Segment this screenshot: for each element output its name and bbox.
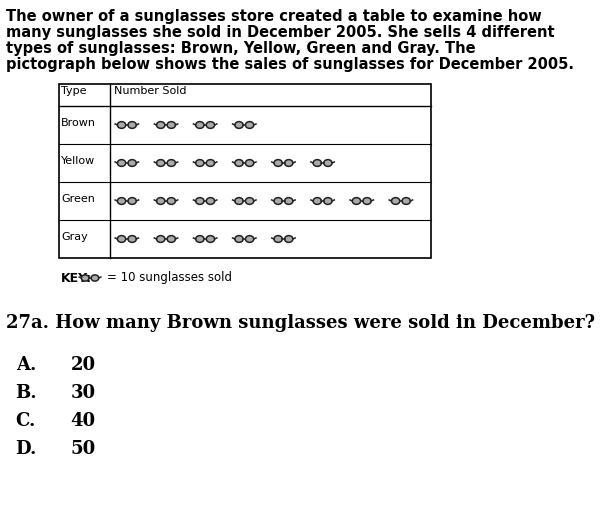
Ellipse shape xyxy=(206,160,215,167)
Ellipse shape xyxy=(284,197,293,205)
Text: = 10 sunglasses sold: = 10 sunglasses sold xyxy=(107,271,232,285)
Text: Brown: Brown xyxy=(61,118,96,128)
Text: 27a. How many Brown sunglasses were sold in December?: 27a. How many Brown sunglasses were sold… xyxy=(6,314,595,332)
Text: 40: 40 xyxy=(70,412,95,430)
Ellipse shape xyxy=(206,122,215,128)
Ellipse shape xyxy=(157,197,165,205)
Ellipse shape xyxy=(245,235,254,243)
Ellipse shape xyxy=(157,122,165,128)
Text: Yellow: Yellow xyxy=(61,156,95,166)
Text: A.: A. xyxy=(16,356,36,374)
Text: 30: 30 xyxy=(70,384,95,402)
Ellipse shape xyxy=(196,197,204,205)
Ellipse shape xyxy=(313,197,322,205)
Ellipse shape xyxy=(274,160,283,167)
Ellipse shape xyxy=(274,235,283,243)
Ellipse shape xyxy=(206,235,215,243)
Ellipse shape xyxy=(402,197,410,205)
Ellipse shape xyxy=(196,160,204,167)
Ellipse shape xyxy=(118,122,126,128)
Text: D.: D. xyxy=(16,440,37,458)
Text: 50: 50 xyxy=(70,440,96,458)
Ellipse shape xyxy=(284,235,293,243)
Text: Number Sold: Number Sold xyxy=(113,86,186,96)
Ellipse shape xyxy=(82,275,89,281)
Ellipse shape xyxy=(118,197,126,205)
Text: KEY:: KEY: xyxy=(61,271,92,285)
Ellipse shape xyxy=(313,160,322,167)
Ellipse shape xyxy=(274,197,283,205)
Ellipse shape xyxy=(324,160,332,167)
Ellipse shape xyxy=(128,235,136,243)
Ellipse shape xyxy=(167,235,175,243)
Ellipse shape xyxy=(245,197,254,205)
Ellipse shape xyxy=(391,197,400,205)
Text: The owner of a sunglasses store created a table to examine how: The owner of a sunglasses store created … xyxy=(6,9,542,24)
Ellipse shape xyxy=(128,160,136,167)
Bar xyxy=(59,84,431,258)
Ellipse shape xyxy=(118,160,126,167)
Text: many sunglasses she sold in December 2005. She sells 4 different: many sunglasses she sold in December 200… xyxy=(6,25,555,40)
Ellipse shape xyxy=(157,160,165,167)
Ellipse shape xyxy=(363,197,371,205)
Ellipse shape xyxy=(235,197,243,205)
Text: Type: Type xyxy=(61,86,86,96)
Text: Gray: Gray xyxy=(61,232,88,242)
Ellipse shape xyxy=(206,197,215,205)
Ellipse shape xyxy=(167,160,175,167)
Ellipse shape xyxy=(324,197,332,205)
Text: B.: B. xyxy=(16,384,37,402)
Ellipse shape xyxy=(235,160,243,167)
Ellipse shape xyxy=(128,197,136,205)
Ellipse shape xyxy=(235,235,243,243)
Ellipse shape xyxy=(196,122,204,128)
Ellipse shape xyxy=(235,122,243,128)
Text: pictograph below shows the sales of sunglasses for December 2005.: pictograph below shows the sales of sung… xyxy=(6,57,574,72)
Ellipse shape xyxy=(167,197,175,205)
Ellipse shape xyxy=(118,235,126,243)
Ellipse shape xyxy=(167,122,175,128)
Text: Green: Green xyxy=(61,194,95,204)
Ellipse shape xyxy=(196,235,204,243)
Text: C.: C. xyxy=(16,412,36,430)
Ellipse shape xyxy=(91,275,99,281)
Text: types of sunglasses: Brown, Yellow, Green and Gray. The: types of sunglasses: Brown, Yellow, Gree… xyxy=(6,41,476,56)
Ellipse shape xyxy=(245,122,254,128)
Text: 20: 20 xyxy=(70,356,95,374)
Ellipse shape xyxy=(284,160,293,167)
Ellipse shape xyxy=(157,235,165,243)
Ellipse shape xyxy=(128,122,136,128)
Ellipse shape xyxy=(245,160,254,167)
Ellipse shape xyxy=(352,197,361,205)
